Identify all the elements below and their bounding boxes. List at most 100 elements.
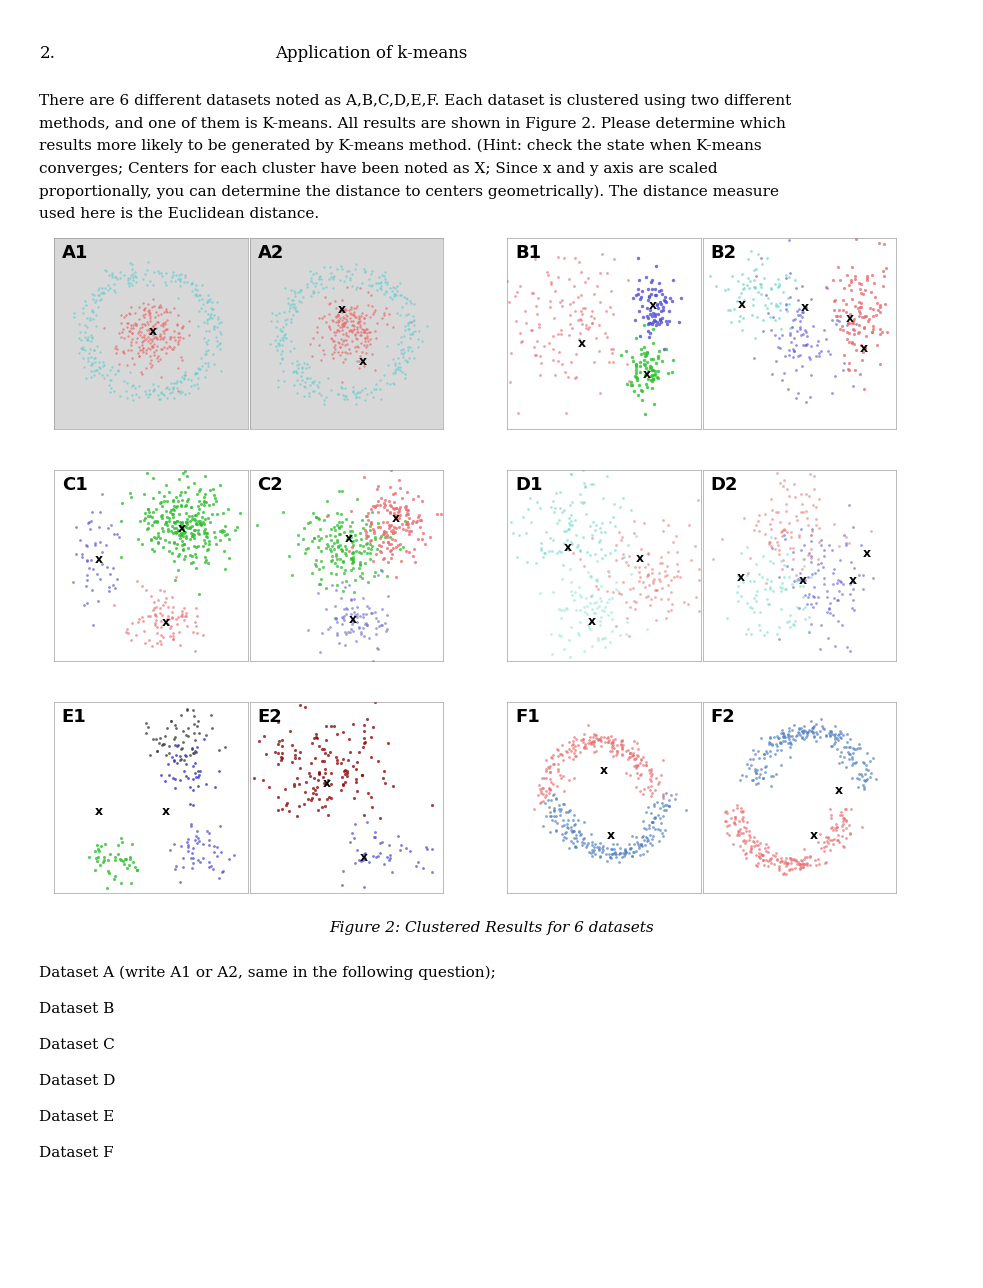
Point — [739, 753, 755, 774]
Point — [124, 274, 140, 295]
Point — [760, 303, 776, 323]
Point — [373, 833, 388, 854]
Point — [570, 623, 586, 644]
Point — [339, 599, 355, 620]
Point — [643, 761, 659, 782]
Point — [122, 855, 138, 876]
Point — [793, 849, 809, 869]
Point — [397, 319, 413, 340]
Point — [567, 510, 583, 531]
Point — [566, 814, 582, 835]
Point — [643, 358, 659, 379]
Point — [177, 605, 193, 626]
Point — [184, 848, 200, 868]
Point — [580, 614, 596, 635]
Point — [155, 536, 171, 556]
Point — [584, 732, 600, 752]
Point — [386, 483, 402, 504]
Point — [203, 705, 219, 725]
Point — [739, 564, 755, 585]
Point — [363, 513, 378, 533]
Point — [289, 300, 305, 321]
Point — [305, 273, 320, 294]
Point — [854, 350, 870, 371]
Point — [139, 343, 154, 363]
Point — [143, 339, 158, 359]
Point — [133, 511, 148, 532]
Point — [298, 697, 314, 717]
Point — [665, 349, 680, 370]
Point — [177, 496, 193, 516]
Point — [351, 350, 367, 371]
Point — [854, 817, 870, 837]
Point — [833, 742, 848, 762]
Point — [367, 496, 382, 516]
Point — [331, 632, 347, 653]
Point — [362, 515, 377, 536]
Point — [317, 344, 332, 365]
Point — [523, 319, 539, 340]
Point — [792, 576, 808, 596]
Point — [599, 850, 614, 871]
Point — [306, 783, 321, 804]
Point — [850, 298, 866, 318]
Point — [284, 294, 300, 314]
Point — [801, 583, 817, 604]
Point — [211, 334, 227, 354]
Point — [130, 860, 145, 881]
Point — [168, 330, 184, 350]
Point — [786, 614, 802, 635]
Point — [129, 384, 145, 404]
Point — [736, 507, 752, 528]
Point — [370, 273, 385, 294]
Point — [529, 345, 545, 366]
Point — [141, 331, 156, 352]
Point — [314, 349, 329, 370]
Point — [827, 589, 842, 609]
Point — [776, 567, 791, 587]
Point — [123, 321, 139, 341]
Point — [756, 625, 772, 645]
Point — [775, 730, 790, 751]
Point — [87, 285, 102, 305]
Point — [548, 281, 563, 301]
Point — [401, 541, 417, 562]
Point — [392, 285, 408, 305]
Point — [640, 828, 656, 849]
Point — [503, 343, 519, 363]
Point — [743, 836, 759, 857]
Point — [300, 513, 316, 533]
Point — [632, 764, 648, 784]
Point — [279, 792, 295, 813]
Point — [192, 478, 207, 498]
Point — [125, 348, 141, 368]
Point — [824, 817, 839, 837]
Point — [138, 357, 153, 377]
Point — [108, 343, 124, 363]
Point — [551, 482, 567, 502]
Point — [808, 592, 824, 613]
Point — [339, 310, 355, 331]
Point — [313, 528, 328, 549]
Point — [144, 514, 159, 535]
Point — [576, 555, 592, 576]
Point — [338, 267, 354, 287]
Point — [206, 305, 222, 326]
Point — [869, 335, 885, 355]
Point — [189, 274, 204, 295]
Point — [337, 349, 353, 370]
Point — [373, 516, 388, 537]
Point — [92, 357, 108, 377]
Point — [833, 318, 848, 339]
Point — [359, 343, 375, 363]
Point — [371, 516, 386, 537]
Point — [359, 304, 375, 325]
Point — [562, 581, 578, 601]
Point — [73, 330, 88, 350]
Point — [273, 742, 289, 762]
Point — [846, 600, 862, 621]
Point — [333, 313, 349, 334]
Point — [137, 509, 152, 529]
Point — [620, 739, 636, 760]
Point — [206, 484, 222, 505]
